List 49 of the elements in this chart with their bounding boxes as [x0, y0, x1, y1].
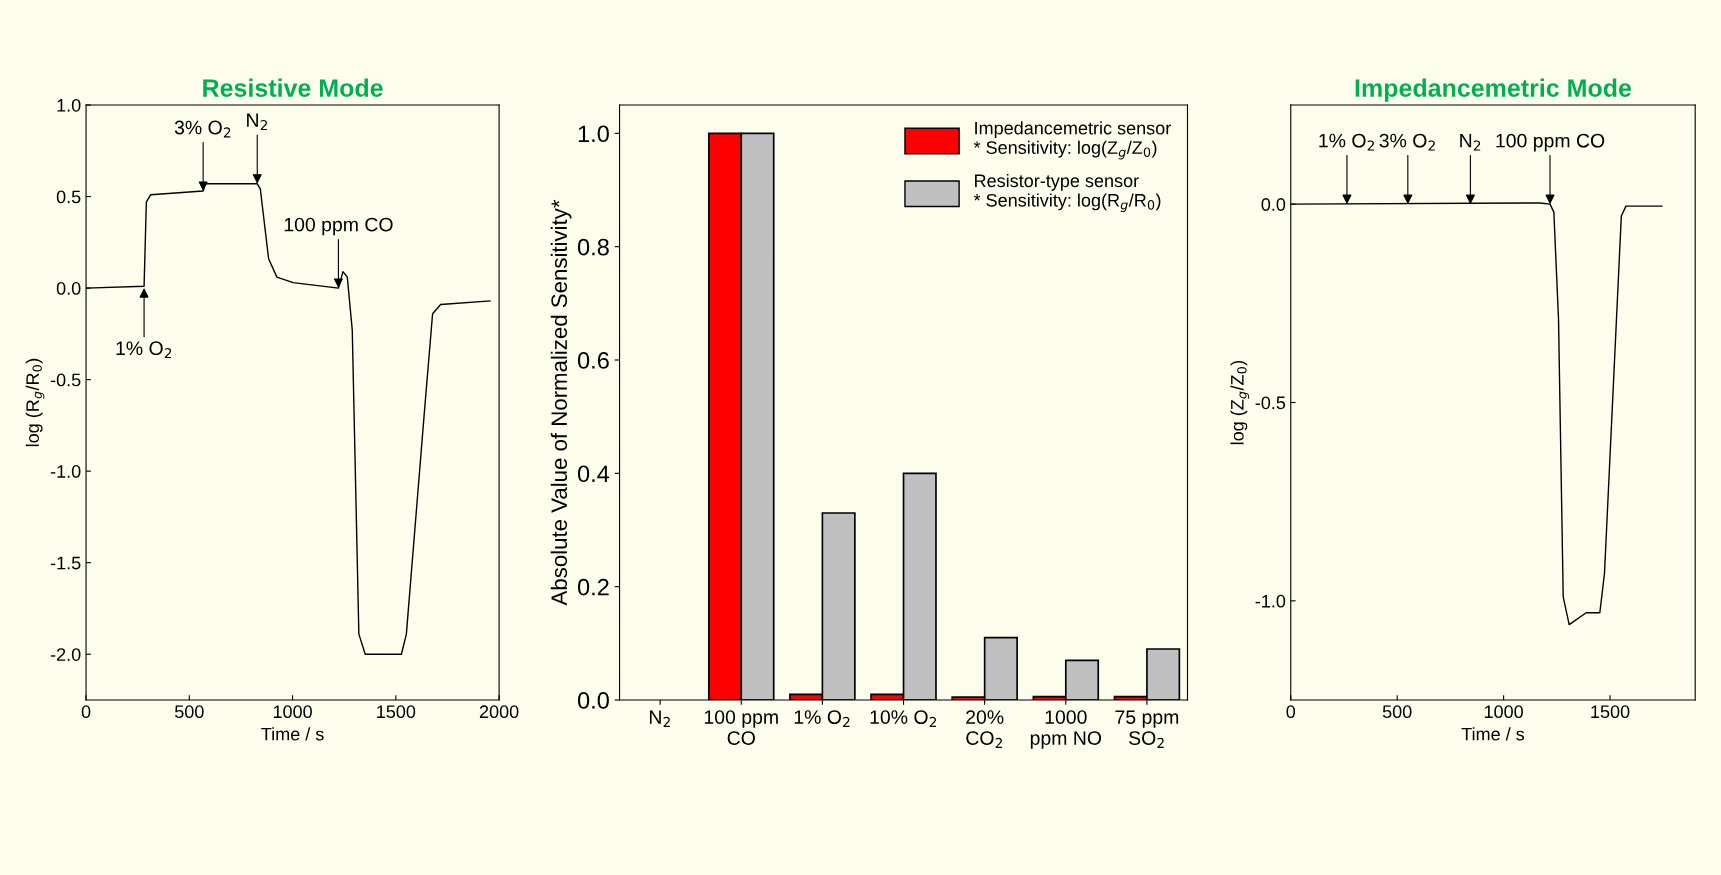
- y-tick-label: 0.4: [577, 465, 610, 483]
- x-tick-label: 1000: [273, 705, 312, 719]
- y-tick-label: 0.8: [577, 238, 609, 256]
- y-tick-label: -1.0: [50, 465, 81, 478]
- annotation: 1% O$_{2}$: [1319, 133, 1374, 151]
- y-tick-label: -1.5: [50, 556, 81, 570]
- y-tick-label: -1.0: [1255, 594, 1286, 608]
- annotation: 3% O$_{2}$: [174, 120, 231, 138]
- legend-label: Resistor-type sensor * Sensitivity: log(R$_{g}$/R$_{0}$): [973, 173, 1161, 213]
- x-tick-label: 500: [174, 705, 204, 719]
- x-tick-label: 1000 ppm NO: [1030, 710, 1102, 749]
- y-tick-label: 0.6: [577, 352, 609, 369]
- x-tick-label: 10% O$_{2}$: [870, 710, 937, 727]
- y-axis-title: log (Z$_{g}$/Z$_{0}$): [1230, 360, 1250, 445]
- y-tick-label: 0.0: [577, 692, 609, 709]
- x-tick-label: 100 ppm CO: [704, 710, 778, 745]
- annotation: 3% O$_{2}$: [1379, 133, 1435, 151]
- annotation: 1% O$_{2}$: [116, 341, 172, 359]
- x-axis-title: Time / s: [261, 727, 324, 741]
- annotation: N$_{2}$: [247, 113, 268, 131]
- annotation: 100 ppm CO: [284, 217, 393, 236]
- y-tick-label: -0.5: [1255, 396, 1286, 410]
- chart-title: Impedancemetric Mode: [1355, 78, 1632, 102]
- x-tick-label: 0: [1286, 705, 1296, 719]
- y-axis-title: log (R$_{g}$/R$_{0}$): [25, 358, 45, 447]
- y-tick-label: 1.0: [578, 125, 609, 143]
- legend-label: Impedancemetric sensor * Sensitivity: log(Z$_{g}$/Z$_{0}$): [973, 121, 1171, 160]
- y-tick-label: 0.0: [1261, 198, 1286, 211]
- x-tick-label: N$_{2}$: [649, 710, 670, 727]
- x-tick-label: 1% O$_{2}$: [794, 710, 850, 727]
- x-tick-label: 1000: [1484, 705, 1523, 719]
- x-tick-label: 75 ppm SO$_{2}$: [1115, 710, 1179, 748]
- y-tick-label: 0.0: [56, 282, 81, 295]
- y-tick-label: 1.0: [57, 98, 81, 112]
- x-axis-title: Time / s: [1461, 727, 1525, 741]
- y-tick-label: 0.5: [56, 190, 81, 204]
- x-tick-label: 1500: [1591, 705, 1630, 719]
- y-axis-title: Absolute Value of Normalized Sensitivity*: [550, 199, 572, 606]
- annotation: N$_{2}$: [1460, 133, 1481, 151]
- annotation: 100 ppm CO: [1496, 133, 1605, 152]
- y-tick-label: -2.0: [50, 648, 81, 661]
- x-tick-label: 0: [81, 705, 91, 719]
- y-tick-label: -0.5: [50, 373, 81, 387]
- y-tick-label: 0.2: [577, 578, 609, 596]
- x-tick-label: 2000: [479, 705, 519, 719]
- x-tick-label: 1500: [377, 705, 416, 719]
- x-tick-label: 20% CO$_{2}$: [966, 710, 1004, 748]
- x-tick-label: 500: [1382, 705, 1412, 719]
- chart-title: Resistive Mode: [203, 78, 383, 97]
